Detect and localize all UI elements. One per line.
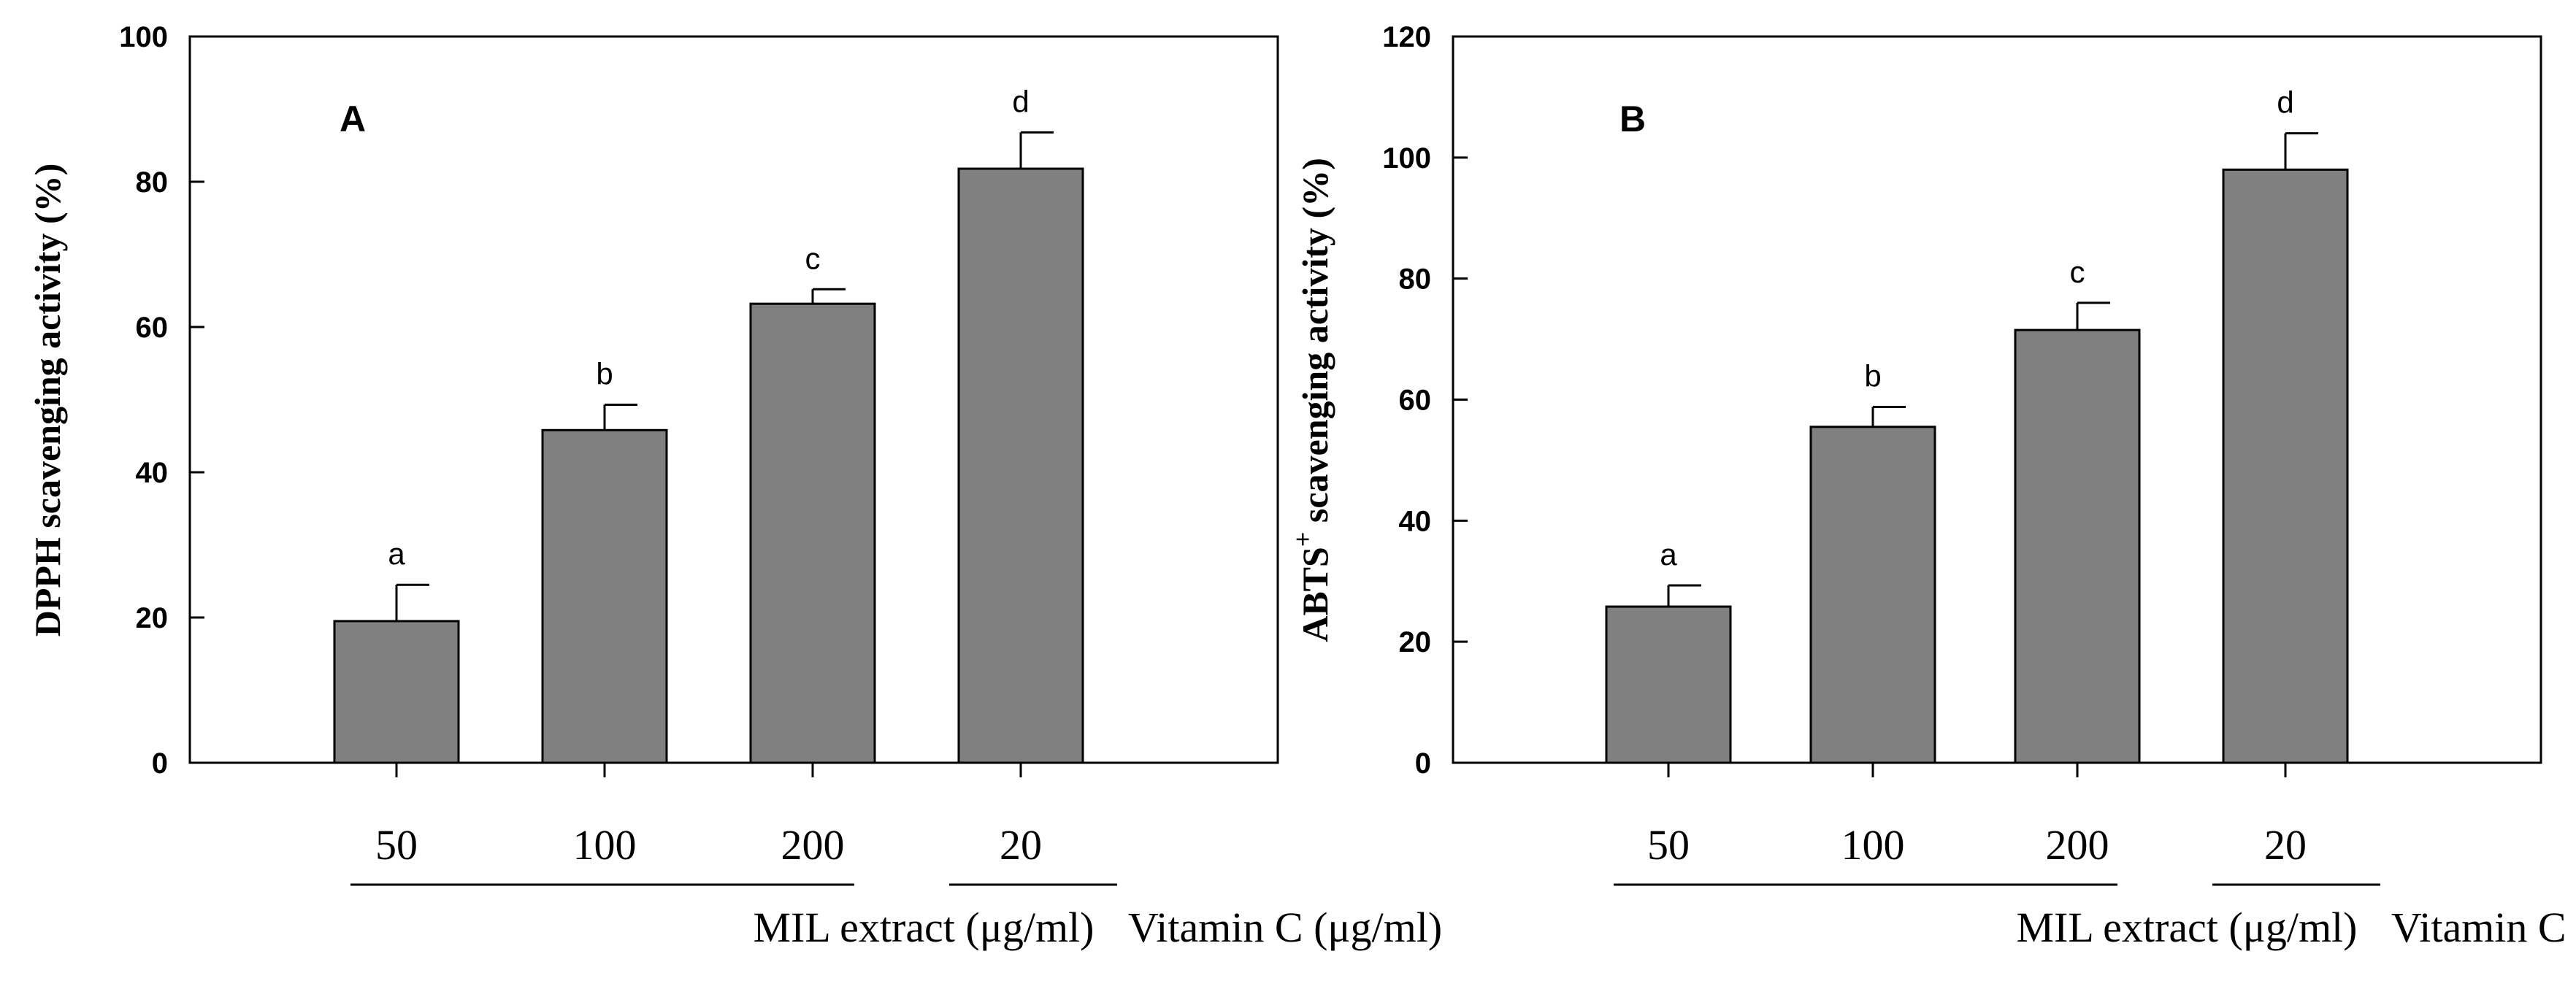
bars-a: a b c d bbox=[333, 84, 1084, 777]
y-tick-label: 40 bbox=[136, 457, 169, 489]
group-label: MIL extract (μg/ml) bbox=[2016, 904, 2357, 951]
x-groups-b: MIL extract (μg/ml) Vitamin C (μg/ml) bbox=[1614, 883, 2576, 951]
y-tick-label: 0 bbox=[1415, 747, 1431, 780]
bar bbox=[333, 620, 460, 764]
group-label: Vitamin C (μg/ml) bbox=[2391, 904, 2576, 951]
y-axis-label-a: DPPH scavenging activity (%) bbox=[27, 164, 68, 637]
x-categories-a: 50 100 200 20 bbox=[375, 821, 1042, 869]
bar bbox=[749, 302, 876, 764]
x-category-label: 100 bbox=[573, 821, 637, 869]
significance-letter: b bbox=[596, 356, 613, 391]
x-category-label: 20 bbox=[1000, 821, 1042, 869]
y-ticks-a: 0 20 40 60 80 100 bbox=[119, 21, 204, 780]
y-tick-label: 40 bbox=[1399, 505, 1432, 537]
group-label: MIL extract (μg/ml) bbox=[753, 904, 1094, 951]
y-axis-label-b-main: ABTS bbox=[1295, 547, 1335, 642]
y-axis-label-b-sup: + bbox=[1288, 532, 1317, 547]
y-ticks-b: 0 20 40 60 80 100 120 bbox=[1382, 21, 1468, 780]
bar bbox=[2014, 328, 2141, 764]
y-tick-label: 60 bbox=[136, 312, 169, 344]
y-tick-label: 80 bbox=[1399, 263, 1432, 296]
significance-letter: a bbox=[1660, 537, 1677, 572]
group-label: Vitamin C (μg/ml) bbox=[1128, 904, 1442, 951]
x-category-label: 100 bbox=[1841, 821, 1905, 869]
y-tick-label: 20 bbox=[1399, 626, 1432, 658]
bars-b: a b c d bbox=[1605, 85, 2349, 777]
x-category-label: 200 bbox=[781, 821, 845, 869]
significance-letter: c bbox=[805, 241, 821, 275]
bar bbox=[541, 428, 668, 764]
chart-panel-b: B ABTS+ scavenging activity (%) 0 20 40 60 8… bbox=[1288, 21, 2576, 951]
x-groups-a: MIL extract (μg/ml) Vitamin C (μg/ml) bbox=[350, 883, 1442, 951]
chart-panel-a: A DPPH scavenging activity (%) 0 20 40 60 80… bbox=[27, 21, 1442, 951]
x-category-label: 200 bbox=[2046, 821, 2109, 869]
y-axis-label-b-rest: scavenging activity (%) bbox=[1295, 158, 1335, 531]
significance-letter: a bbox=[388, 536, 405, 571]
x-category-label: 50 bbox=[1647, 821, 1690, 869]
significance-letter: c bbox=[2070, 255, 2085, 289]
panel-letter-b: B bbox=[1619, 99, 1646, 139]
bar bbox=[1809, 426, 1936, 764]
y-tick-label: 0 bbox=[152, 747, 168, 780]
y-tick-label: 100 bbox=[1382, 142, 1431, 174]
plot-frame-a bbox=[188, 35, 1279, 764]
significance-letter: b bbox=[1864, 358, 1881, 393]
bar bbox=[1605, 605, 1732, 764]
x-category-label: 50 bbox=[375, 821, 418, 869]
x-category-label: 20 bbox=[2264, 821, 2307, 869]
significance-letter: d bbox=[2277, 85, 2293, 120]
x-categories-b: 50 100 200 20 bbox=[1647, 821, 2307, 869]
significance-letter: d bbox=[1012, 84, 1029, 118]
y-tick-label: 100 bbox=[119, 21, 168, 53]
bar bbox=[957, 167, 1084, 764]
bar bbox=[2222, 168, 2349, 764]
panel-letter-a: A bbox=[340, 99, 366, 139]
y-axis-label-b: ABTS+ scavenging activity (%) bbox=[1288, 158, 1335, 642]
y-tick-label: 120 bbox=[1382, 21, 1431, 53]
y-tick-label: 80 bbox=[136, 166, 169, 199]
y-tick-label: 60 bbox=[1399, 385, 1432, 417]
y-tick-label: 20 bbox=[136, 602, 169, 634]
